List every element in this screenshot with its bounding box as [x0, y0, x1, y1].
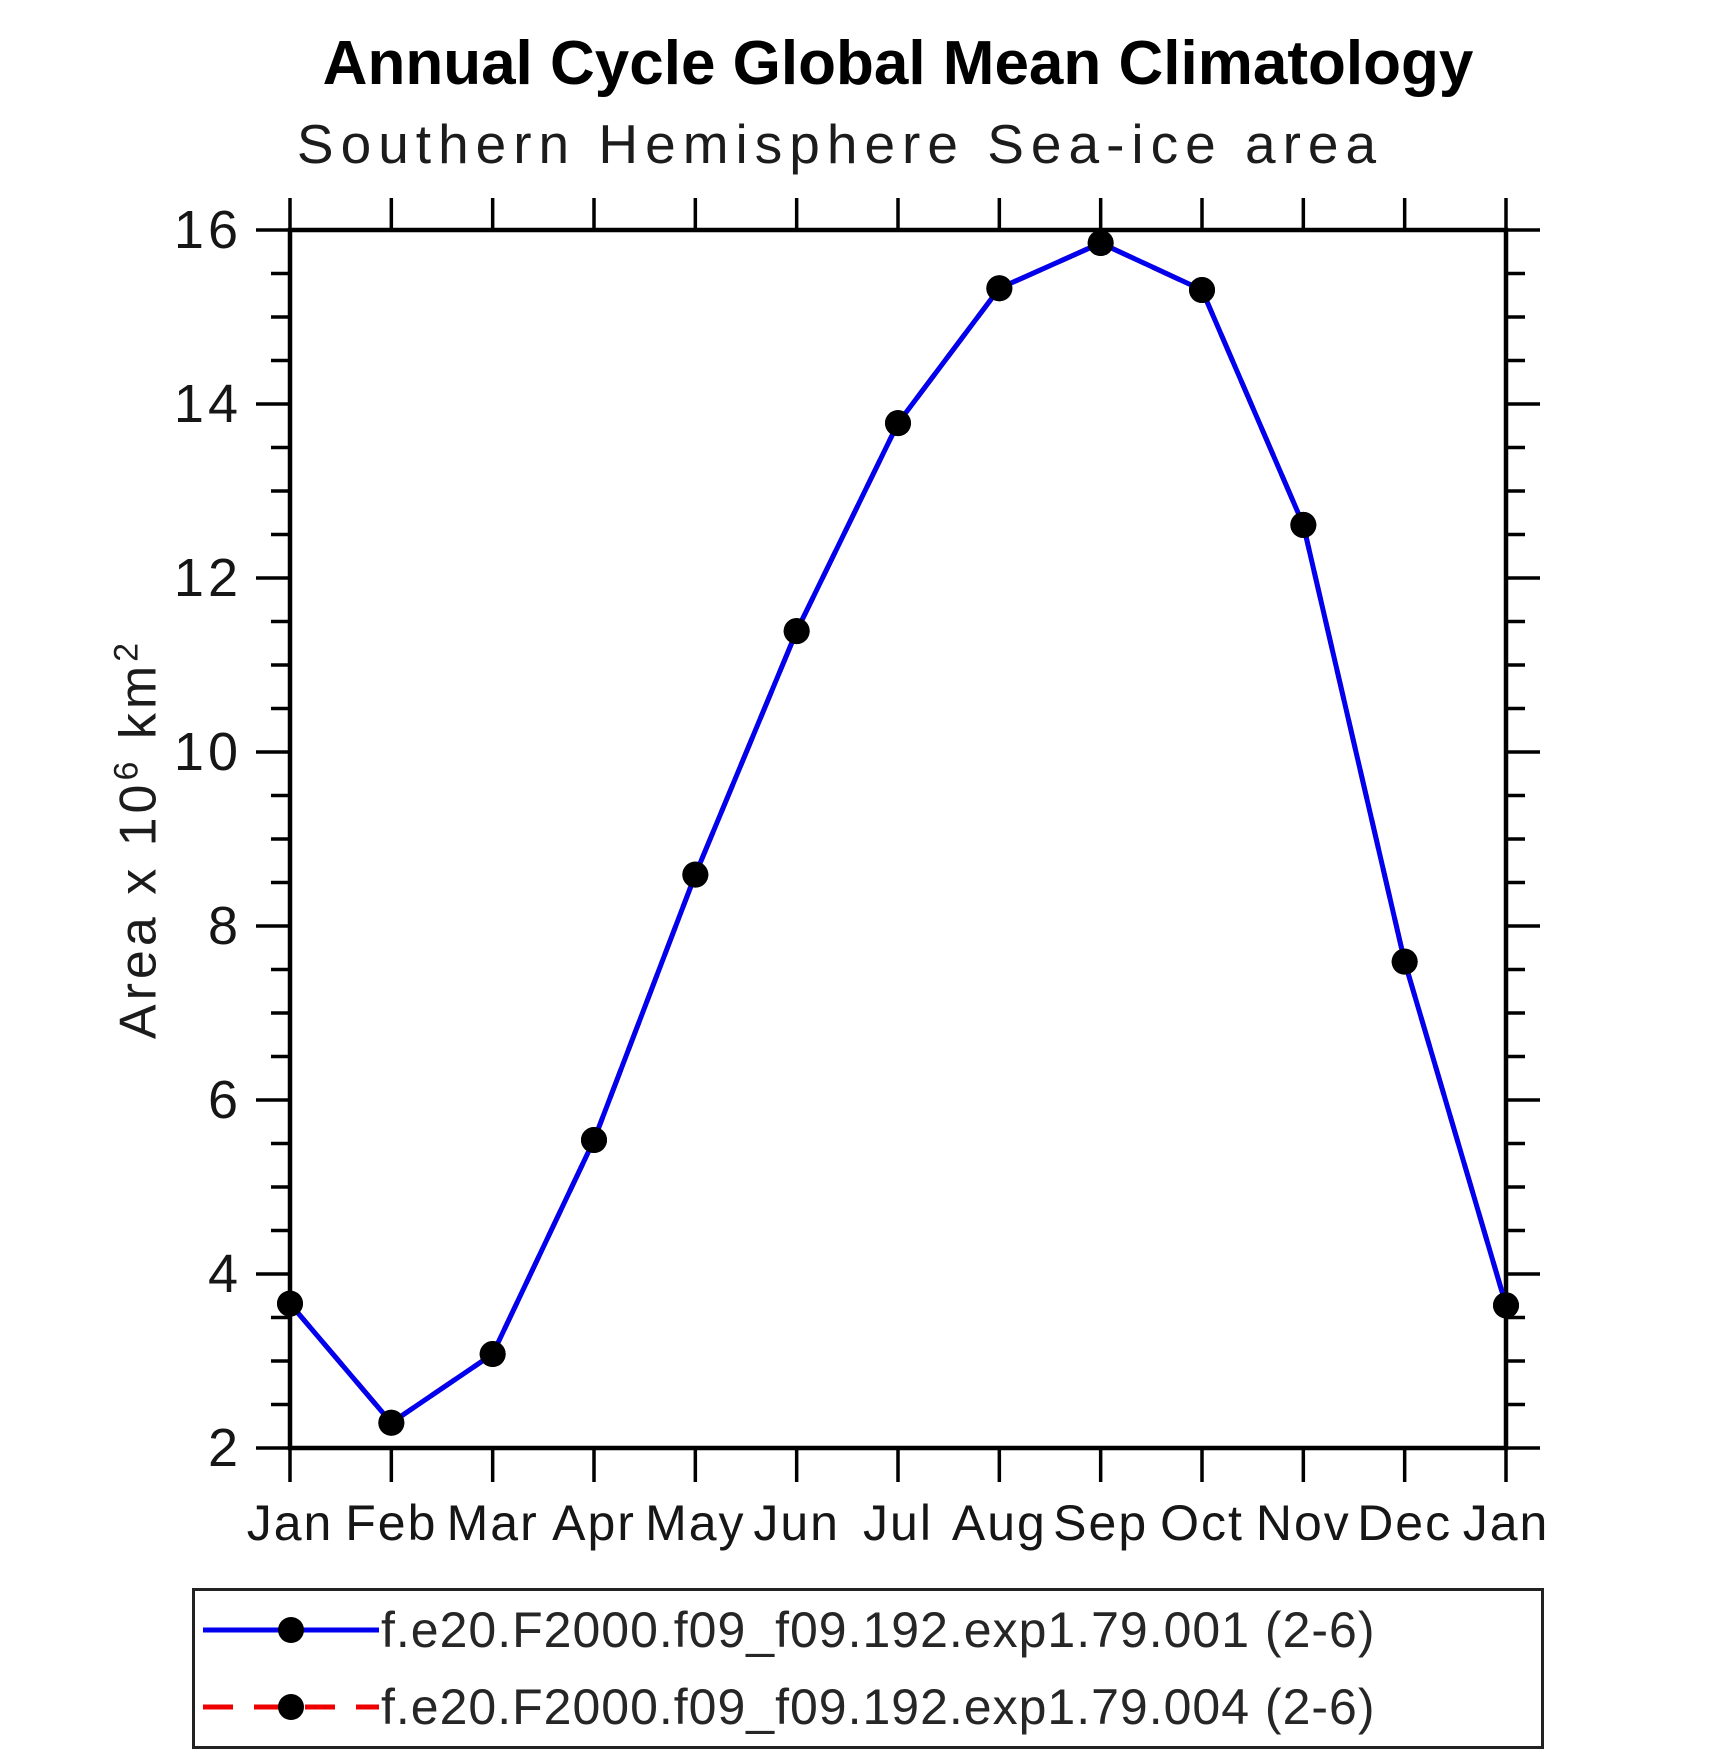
y-tick-label: 16 — [174, 200, 242, 260]
data-point-marker — [277, 1290, 303, 1317]
legend-label-001: f.e20.F2000.f09_f09.192.exp1.79.001 (2-6… — [381, 1602, 1376, 1659]
data-point-marker — [1290, 511, 1317, 538]
data-point-marker — [1087, 230, 1114, 257]
x-tick-label: Jun — [753, 1495, 840, 1551]
legend-marker-dot — [278, 1617, 304, 1644]
x-tick-label: Jan — [247, 1495, 334, 1551]
data-point-marker — [885, 410, 911, 437]
data-point-marker — [479, 1341, 506, 1368]
legend-swatch-solid-line — [203, 1617, 379, 1644]
y-tick-label: 4 — [208, 1244, 242, 1304]
x-tick-label: Feb — [345, 1495, 437, 1551]
legend-item-001: f.e20.F2000.f09_f09.192.exp1.79.001 (2-6… — [195, 1593, 1541, 1667]
legend-item-004: f.e20.F2000.f09_f09.192.exp1.79.004 (2-6… — [195, 1670, 1541, 1744]
legend-swatch-dashed-line — [203, 1693, 379, 1720]
y-tick-label: 10 — [174, 722, 242, 782]
data-point-marker — [783, 618, 810, 645]
data-point-marker — [378, 1409, 405, 1436]
chart-subtitle: Southern Hemisphere Sea-ice area — [296, 113, 1384, 175]
x-tick-label: Nov — [1256, 1495, 1351, 1551]
data-point-marker — [1189, 277, 1215, 304]
legend-label-004: f.e20.F2000.f09_f09.192.exp1.79.004 (2-6… — [381, 1678, 1376, 1735]
x-tick-label: Mar — [447, 1495, 539, 1551]
x-tick-label: Jan — [1463, 1495, 1550, 1551]
x-tick-label: Apr — [552, 1495, 636, 1551]
chart-title: Annual Cycle Global Mean Climatology — [322, 29, 1474, 98]
data-point-marker — [682, 861, 709, 888]
y-tick-label: 6 — [208, 1070, 242, 1130]
legend-marker-dot — [278, 1693, 304, 1720]
x-tick-label: Sep — [1053, 1495, 1148, 1551]
x-tick-label: Dec — [1357, 1495, 1452, 1551]
x-tick-label: May — [645, 1495, 745, 1551]
legend: f.e20.F2000.f09_f09.192.exp1.79.001 (2-6… — [192, 1588, 1544, 1749]
y-tick-label: 8 — [208, 896, 242, 956]
data-point-marker — [581, 1127, 607, 1154]
y-tick-label: 14 — [174, 374, 242, 434]
x-tick-label: Aug — [952, 1495, 1047, 1551]
x-tick-label: Oct — [1160, 1495, 1244, 1551]
y-tick-label: 2 — [208, 1418, 242, 1478]
data-point-marker — [1391, 948, 1418, 975]
data-point-marker — [1493, 1292, 1519, 1319]
y-tick-label: 12 — [174, 548, 242, 608]
data-point-marker — [986, 275, 1013, 302]
x-tick-label: Jul — [863, 1495, 933, 1551]
